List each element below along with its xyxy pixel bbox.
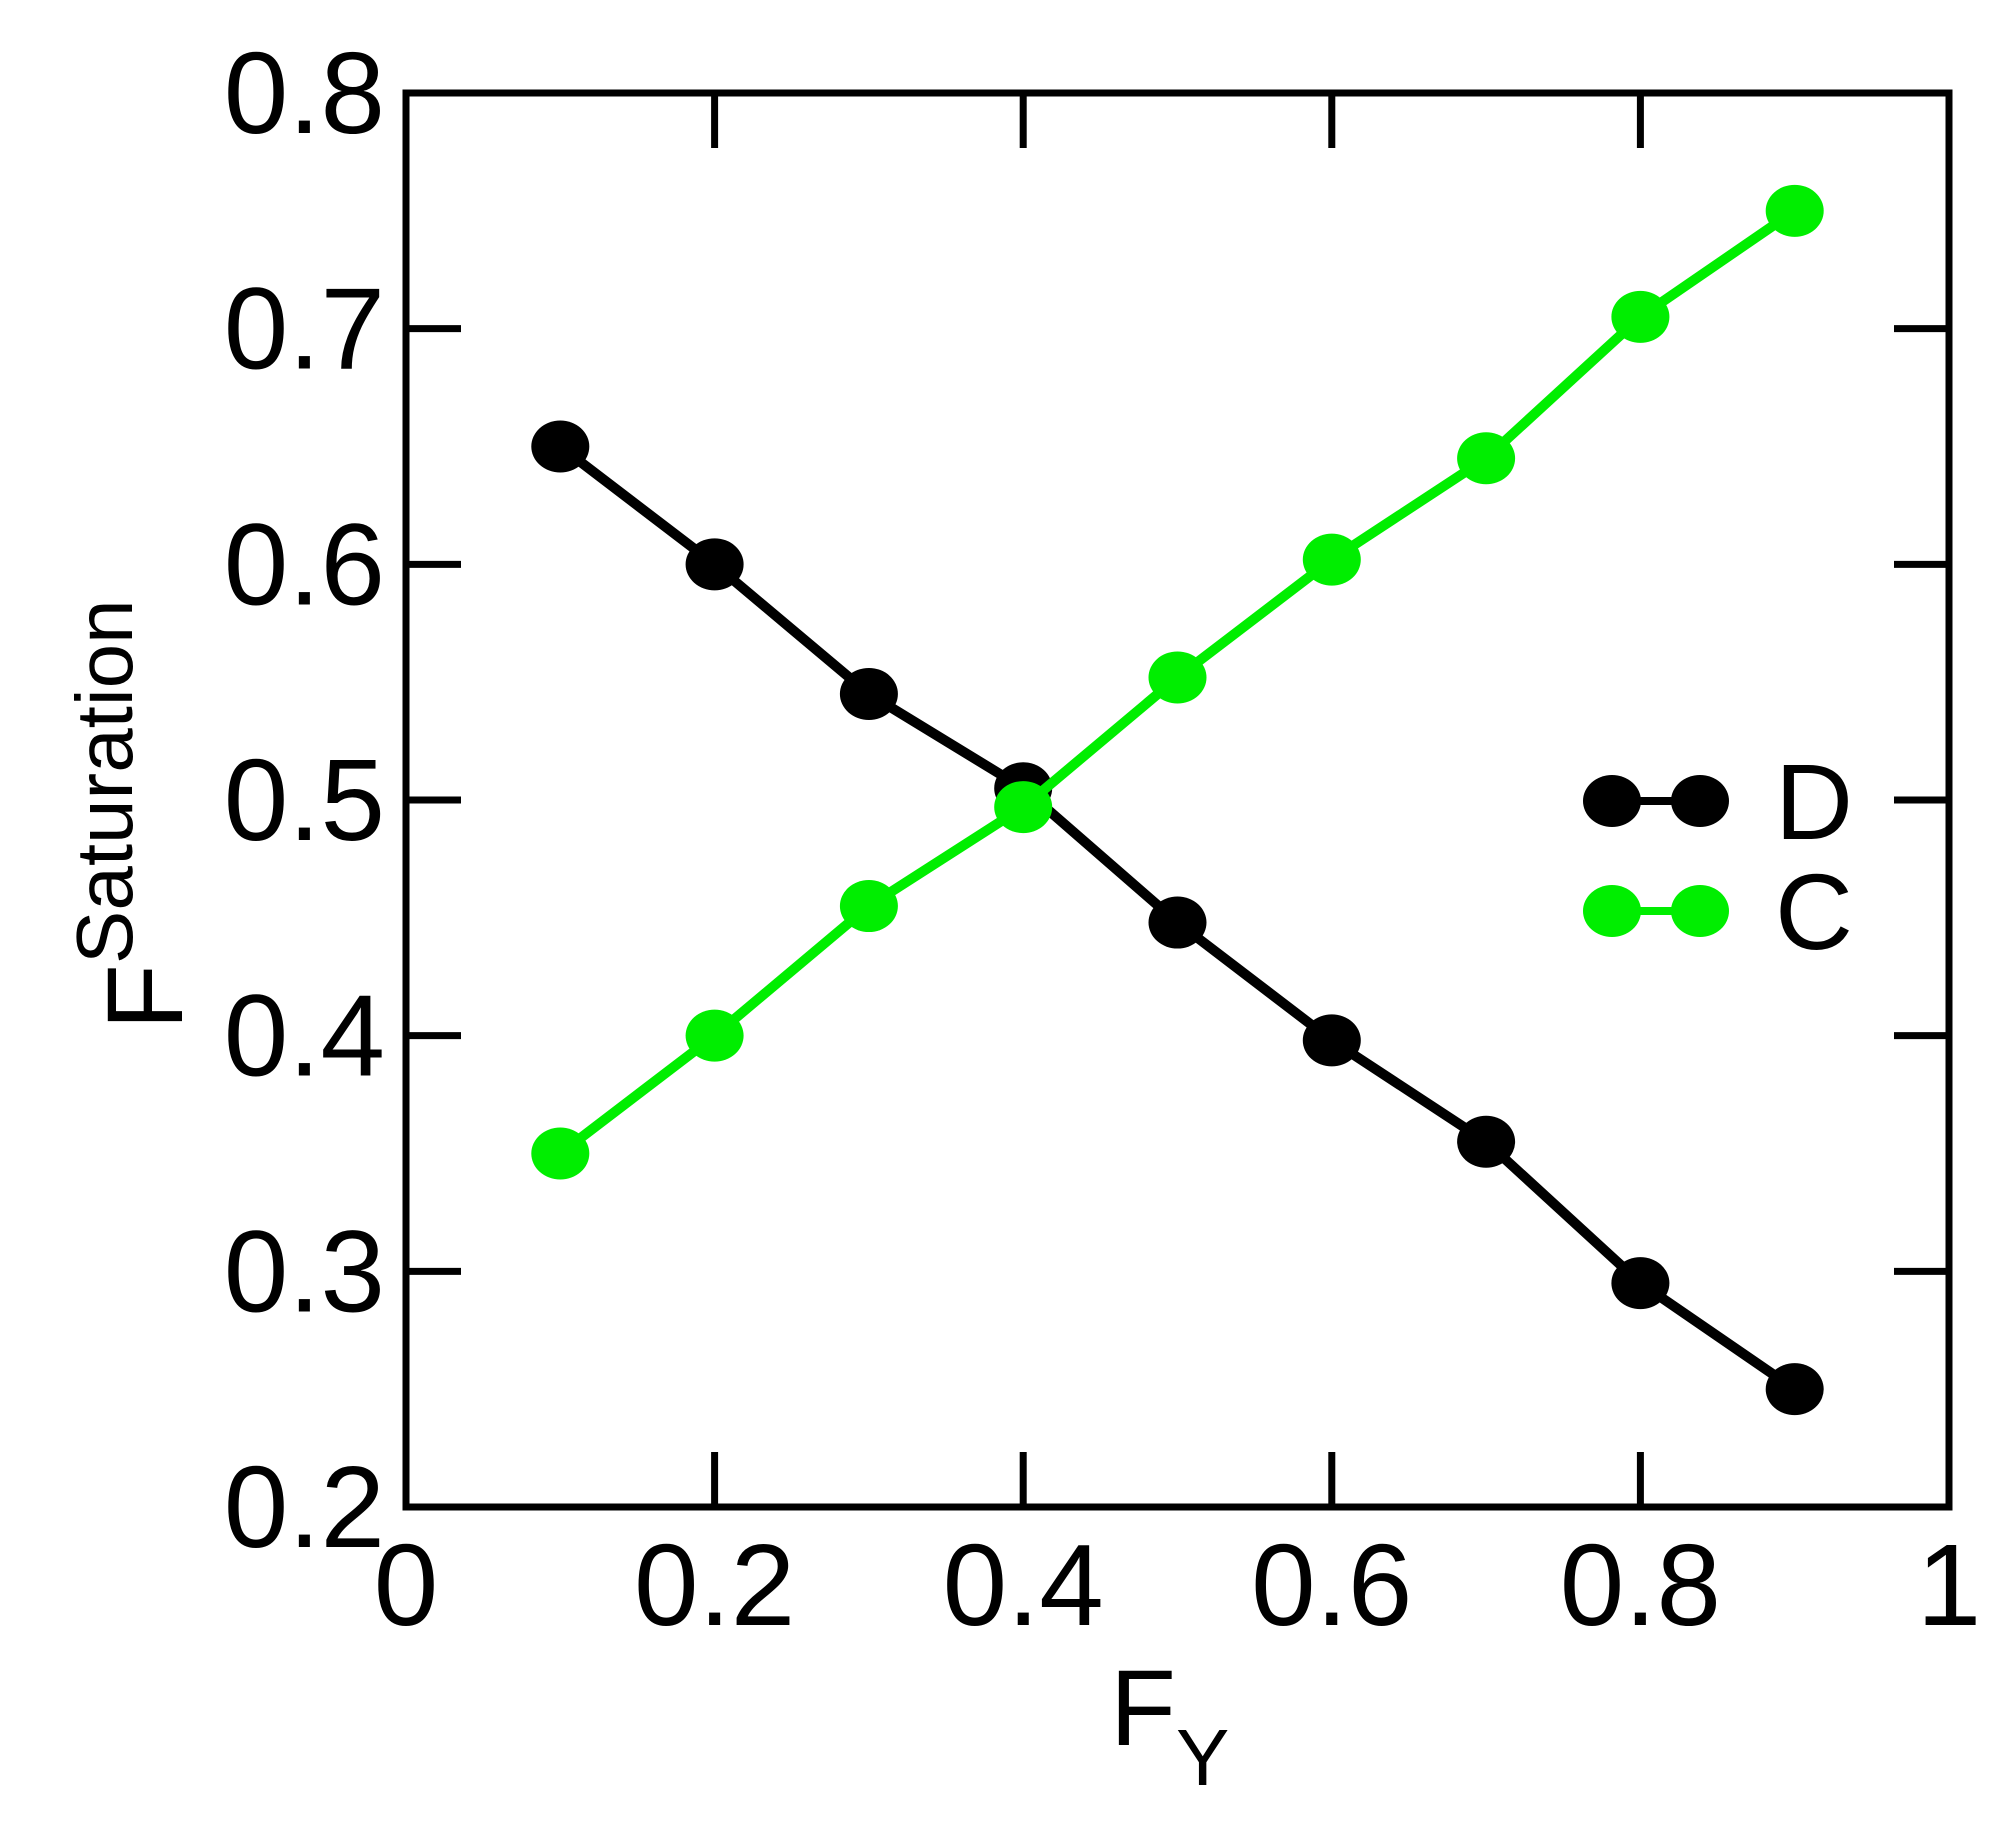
x-label-sub: Y [1176,1713,1229,1802]
data-point [1302,1014,1361,1067]
y-tick-label: 0.6 [224,499,385,629]
data-point [1148,896,1207,949]
data-point [531,420,590,473]
data-point [1148,651,1207,704]
y-label-main: F [84,964,205,1030]
data-point [531,1127,590,1180]
data-point [1765,184,1824,237]
legend-label: C [1775,851,1853,972]
x-tick-label: 1 [1917,1520,1982,1650]
x-label-main: F [1110,1647,1176,1768]
legend-marker [1583,775,1641,827]
legend-marker [1583,885,1641,937]
data-point [685,1009,744,1062]
plot-frame [402,89,1953,1511]
y-tick-label: 0.8 [224,28,385,158]
data-point [839,880,898,933]
x-tick-label: 0.2 [634,1520,795,1650]
legend-marker [1671,775,1729,827]
data-point [685,538,744,591]
data-point [839,667,898,720]
x-tick-label: 0.8 [1560,1520,1721,1650]
y-tick-label: 0.4 [224,971,385,1101]
y-axis-label: FSaturation [60,599,205,1030]
data-point [1611,1257,1670,1310]
data-point [1457,1115,1516,1168]
x-axis-label: FY [1110,1647,1229,1802]
y-tick-label: 0.7 [224,264,385,394]
x-tick-label: 0.6 [1251,1520,1412,1650]
data-point [1457,432,1516,485]
data-point [1611,290,1670,343]
data-point [1765,1363,1824,1416]
y-tick-label: 0.5 [224,735,385,865]
x-tick-label: 0 [374,1520,439,1650]
data-point [1302,533,1361,586]
legend-marker [1671,885,1729,937]
legend-label: D [1775,741,1853,862]
data-point [994,781,1053,834]
x-tick-label: 0.4 [943,1520,1104,1650]
y-tick-label: 0.3 [224,1206,385,1336]
y-tick-label: 0.2 [224,1442,385,1572]
y-label-sup: Saturation [60,599,149,964]
